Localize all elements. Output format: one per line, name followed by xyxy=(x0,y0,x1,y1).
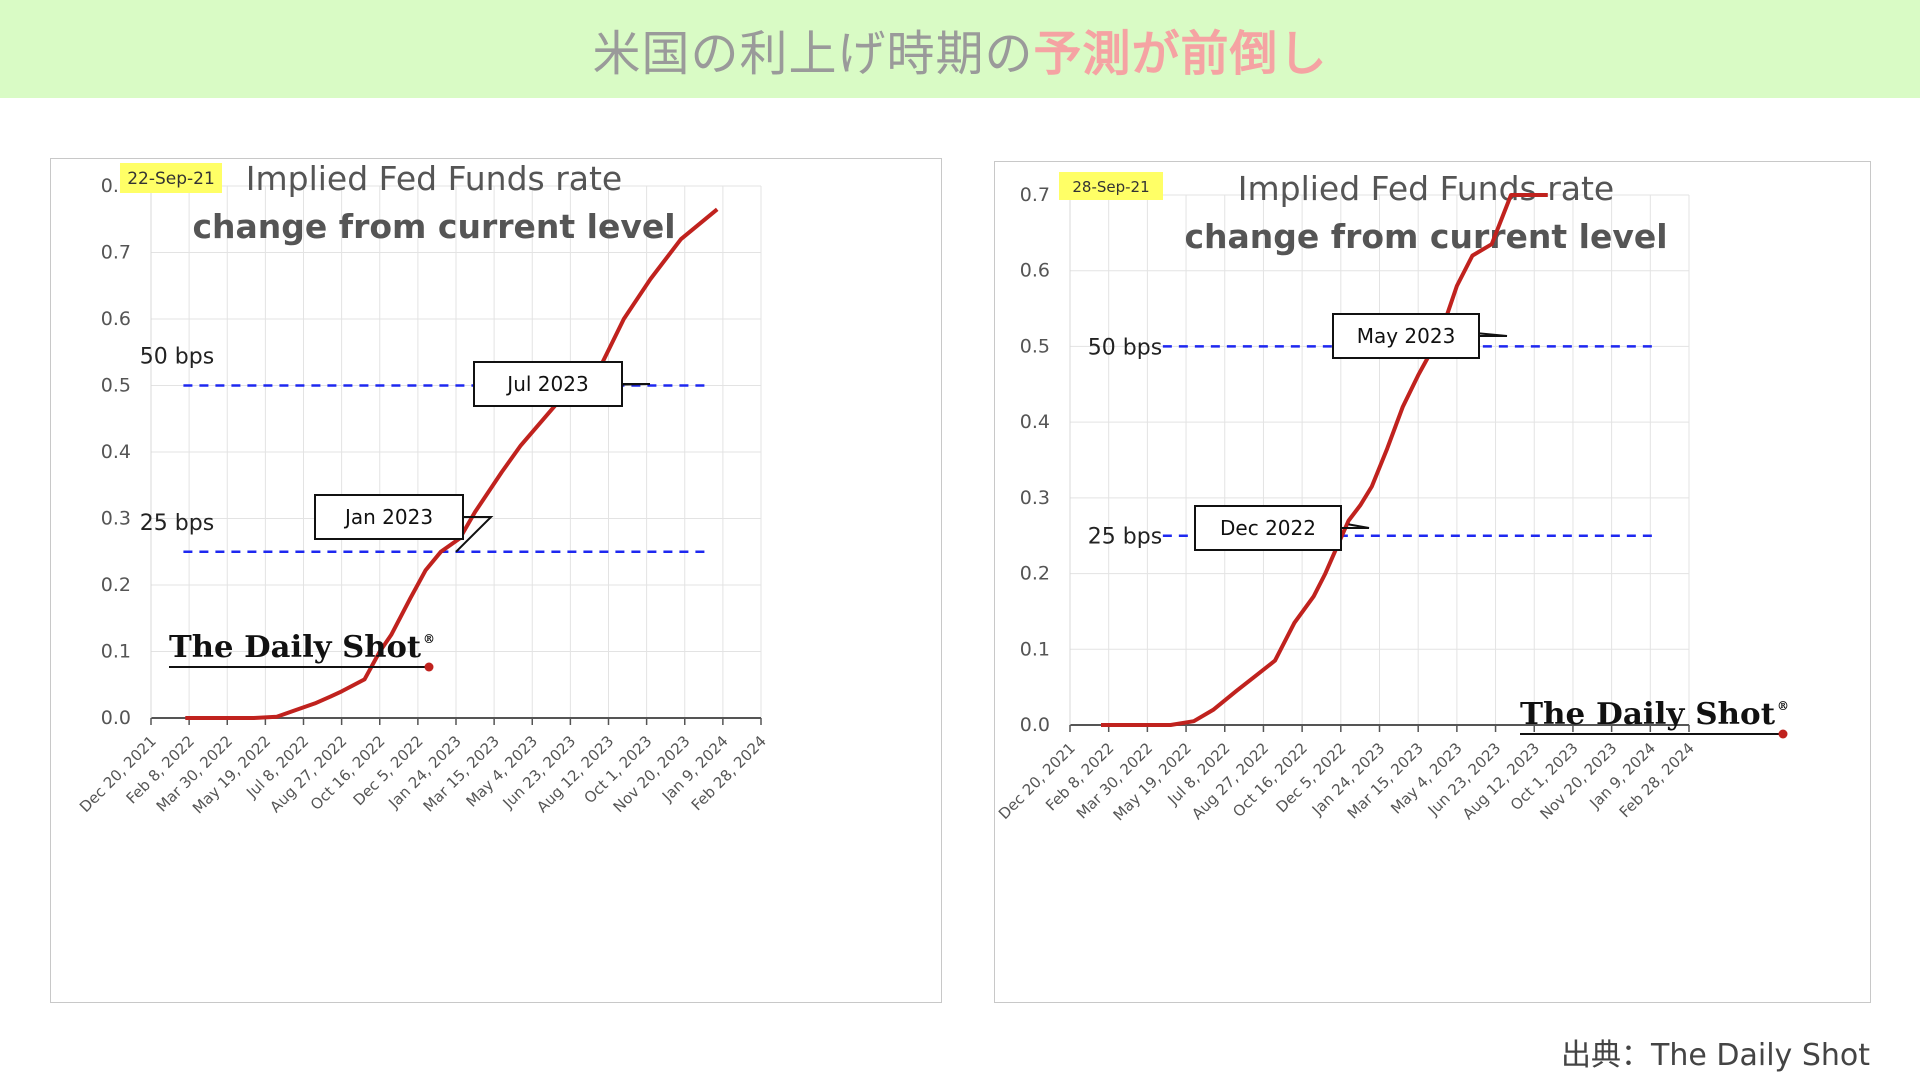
y-tick-label: 0.2 xyxy=(1020,563,1050,585)
annotation-leader xyxy=(1341,523,1370,529)
date-badge xyxy=(1059,172,1163,200)
y-tick-label: 0.0 xyxy=(101,707,131,729)
date-badge-label: 28-Sep-21 xyxy=(1072,178,1149,196)
brand-logo: The Daily Shot xyxy=(169,630,421,665)
chart-subtitle: change from current level xyxy=(1184,217,1667,256)
y-tick-label: 0.1 xyxy=(101,641,131,663)
y-tick-label: 0.3 xyxy=(1020,487,1050,509)
title-banner: 米国の利上げ時期の予測が前倒し xyxy=(0,0,1920,98)
y-tick-label: 0.4 xyxy=(101,441,131,463)
y-tick-label: 0.0 xyxy=(1020,714,1050,736)
annotation-label: Jul 2023 xyxy=(505,372,588,396)
y-tick-label: 0.5 xyxy=(1020,335,1050,357)
y-tick-label: 0.7 xyxy=(101,242,131,264)
y-tick-label: 0.6 xyxy=(1020,260,1050,282)
brand-logo: The Daily Shot xyxy=(1520,697,1775,732)
annotation-box xyxy=(1194,505,1342,551)
brand-logo-mark: ® xyxy=(423,632,435,646)
page-title-prefix: 米国の利上げ時期の xyxy=(592,26,1034,82)
annotation-box xyxy=(473,361,623,407)
y-tick-label: 0.3 xyxy=(101,508,131,530)
annotation-label: May 2023 xyxy=(1357,324,1456,348)
brand-logo-mark: ® xyxy=(1777,699,1789,713)
chart-title: Implied Fed Funds rate xyxy=(1238,169,1615,208)
annotation-label: Dec 2022 xyxy=(1220,516,1316,540)
chart-panel-right: 0.0 0.1 0.2 0.3 0.4 0.5 0.6 0.7 Dec 20, 2021 Feb … xyxy=(994,161,1871,1003)
brand-logo-dot xyxy=(424,662,434,672)
y-tick-label: 0.6 xyxy=(101,308,131,330)
annotation-leader xyxy=(455,516,494,553)
reference-line-label: 50 bps xyxy=(140,345,214,370)
y-tick-label: 0.1 xyxy=(1020,638,1050,660)
chart-title: Implied Fed Funds rate xyxy=(246,159,623,198)
annotation-box xyxy=(1332,313,1480,359)
reference-line-label: 25 bps xyxy=(1088,525,1162,550)
reference-line-label: 50 bps xyxy=(1088,335,1162,360)
source-credit: 出典：The Daily Shot xyxy=(1561,1038,1870,1073)
page-title-highlight: 予測が前倒し xyxy=(1033,26,1328,82)
chart-subtitle: change from current level xyxy=(192,207,675,246)
y-tick-label: 0.5 xyxy=(101,375,131,397)
reference-line-label: 25 bps xyxy=(140,511,214,536)
y-tick-label: 0.4 xyxy=(1020,411,1050,433)
date-badge xyxy=(120,163,222,193)
annotation-box xyxy=(314,494,464,540)
y-tick-label: 0.7 xyxy=(1020,184,1050,206)
annotation-label: Jan 2023 xyxy=(343,505,433,529)
page-title: 米国の利上げ時期の予測が前倒し xyxy=(592,14,1327,84)
chart-panel-left: 0.0 0.1 0.2 0.3 0.4 0.5 0.6 0.7 0.8 Dec 20, 2021 F… xyxy=(50,158,942,1003)
date-badge-label: 22-Sep-21 xyxy=(127,169,215,189)
series-line xyxy=(1101,193,1548,727)
brand-logo-dot xyxy=(1778,729,1788,739)
y-tick-label: 0.2 xyxy=(101,574,131,596)
